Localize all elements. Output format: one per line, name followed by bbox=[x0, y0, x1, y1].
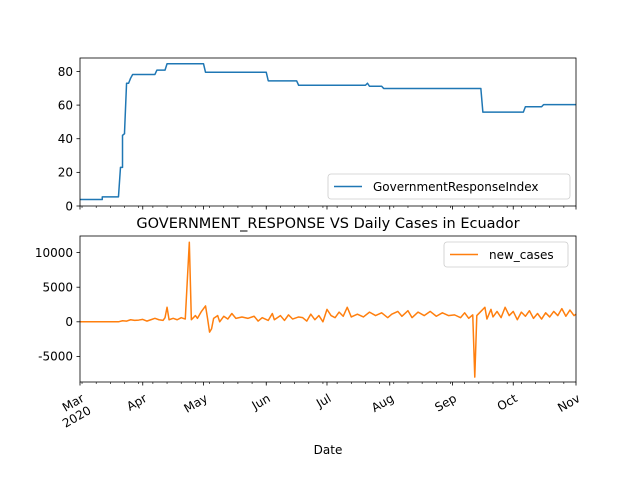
top-panel: 0 20 40 60 80 GovernmentResponseIndex bbox=[58, 57, 577, 213]
top-y-tick-label: 20 bbox=[58, 166, 73, 180]
x-axis-title: Date bbox=[314, 443, 343, 457]
bottom-legend-label: new_cases bbox=[489, 248, 554, 262]
top-series-line-0 bbox=[80, 62, 576, 201]
bottom-y-tick-label: 5000 bbox=[42, 281, 73, 295]
bottom-series-layer bbox=[80, 241, 577, 378]
bottom-legend-box bbox=[443, 241, 569, 268]
top-legend-box bbox=[327, 173, 571, 200]
top-y-tick-label: 80 bbox=[58, 65, 73, 79]
top-y-tick-label: 40 bbox=[58, 132, 73, 146]
bottom-y-tick-label: -5000 bbox=[38, 350, 73, 364]
chart-title: GOVERNMENT_RESPONSE VS Daily Cases in Ec… bbox=[136, 216, 519, 232]
top-series-layer bbox=[80, 62, 576, 201]
x-tick-label: Jul bbox=[313, 391, 333, 411]
top-legend-label: GovernmentResponseIndex bbox=[373, 180, 539, 194]
top-y-tick-label: 60 bbox=[58, 98, 73, 112]
top-x-ticks bbox=[79, 206, 577, 210]
bottom-y-tick-label: 0 bbox=[65, 315, 73, 329]
top-axes-frame bbox=[79, 57, 577, 207]
top-y-ticks: 0 20 40 60 80 bbox=[58, 65, 80, 213]
bottom-axes-frame bbox=[79, 235, 577, 383]
bottom-series-line-0 bbox=[80, 241, 577, 378]
top-legend: GovernmentResponseIndex bbox=[327, 173, 571, 200]
bottom-y-ticks: -5000 0 5000 10000 bbox=[35, 246, 80, 364]
top-y-tick-label: 0 bbox=[65, 199, 73, 213]
bottom-y-tick-label: 10000 bbox=[35, 246, 73, 260]
bottom-legend: new_cases bbox=[443, 241, 569, 268]
